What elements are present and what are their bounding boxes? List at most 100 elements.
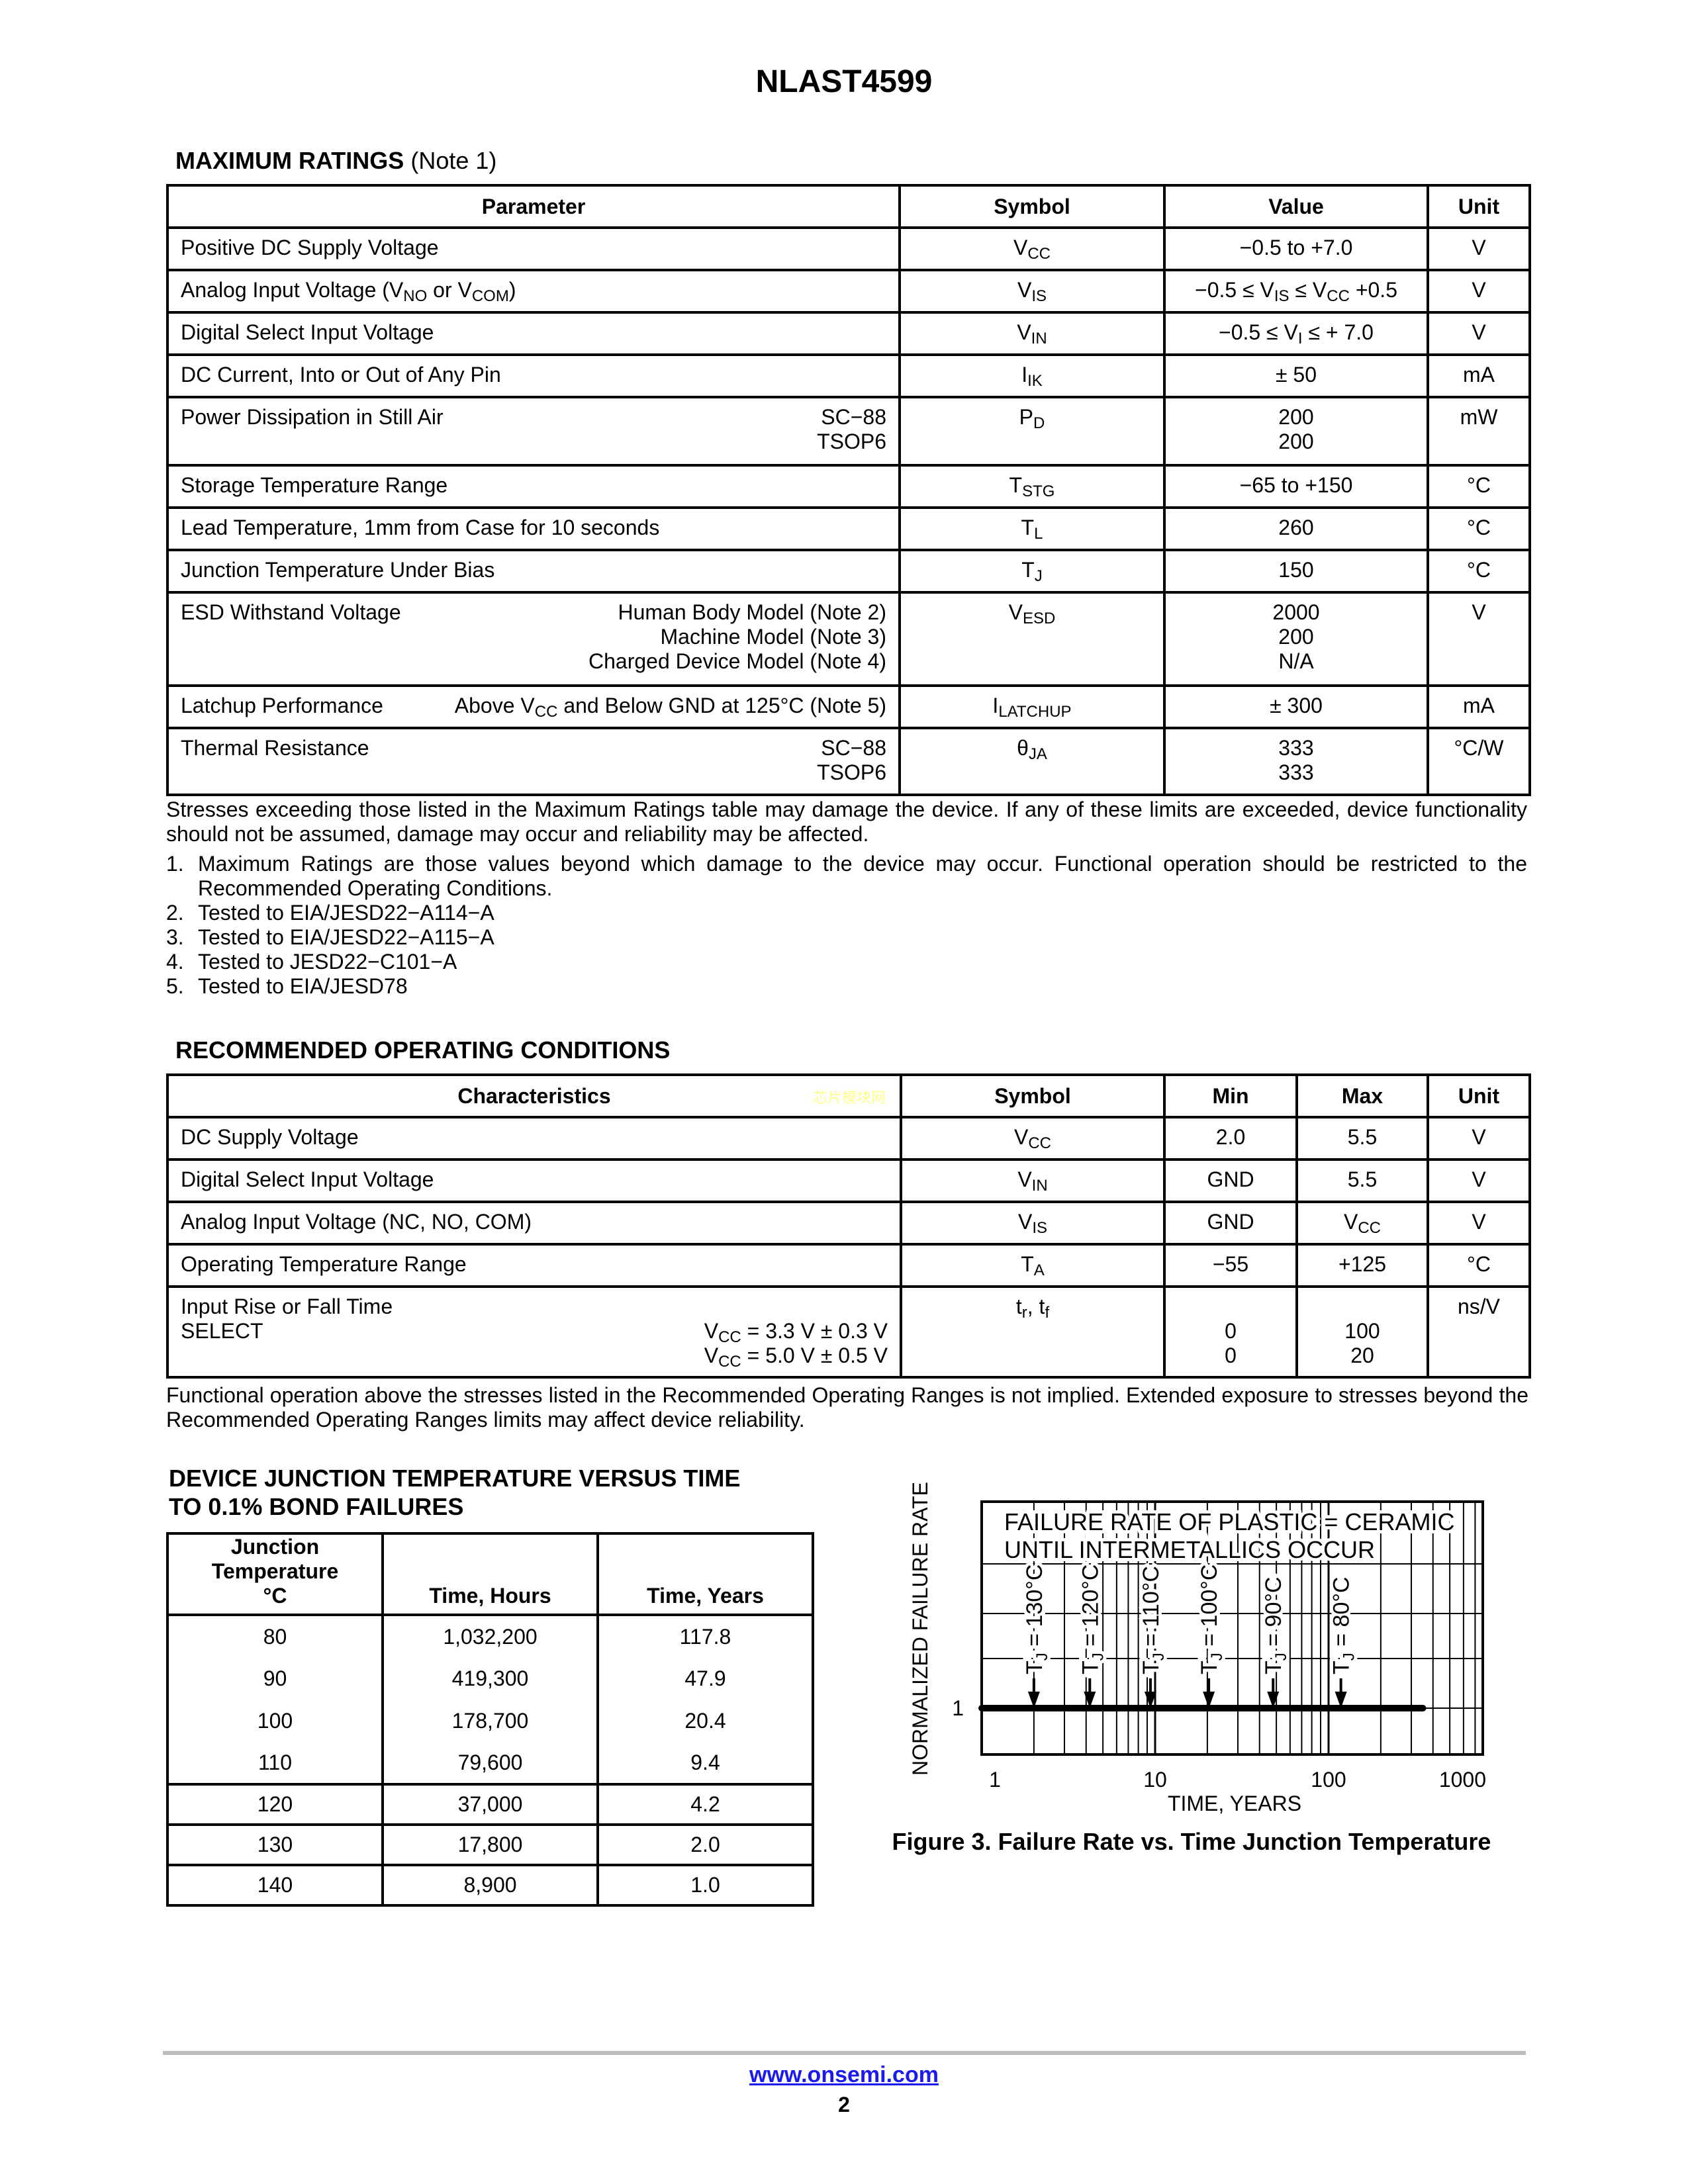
document-title: NLAST4599 [755, 64, 933, 99]
value-cell: 200 200 [1163, 396, 1429, 467]
years-cell: 117.8 [596, 1615, 814, 1657]
y-tick-label: 1 [952, 1696, 964, 1720]
min-cell: GND [1163, 1201, 1298, 1246]
value-cell: 333 333 [1163, 727, 1429, 796]
watermark: 芯片模块网 [813, 1089, 886, 1106]
max-ratings-table: Parameter Symbol Value Unit Positive DC Sup… [166, 184, 1531, 796]
symbol-wrap: VIS [913, 271, 1151, 304]
note-number: 2. [166, 901, 184, 925]
characteristic-name: Operating Temperature Range [181, 1252, 467, 1276]
unit: V [1472, 236, 1486, 259]
symbol-wrap: VCC [913, 229, 1151, 262]
characteristic-cell: Digital Select Input Voltage [166, 1158, 902, 1203]
symbol: IIK [1021, 363, 1043, 390]
table-row: 90 419,300 47.9 [166, 1657, 814, 1700]
symbol-cell: VIN [900, 1158, 1166, 1203]
cell-value: 120 [257, 1792, 293, 1816]
value-cell: −65 to +150 [1163, 464, 1429, 509]
characteristic-names: Analog Input Voltage (NC, NO, COM) [181, 1210, 532, 1234]
note-item: 4. Tested to JESD22−C101−A [166, 950, 1527, 974]
unit: V [1472, 278, 1486, 302]
unit-cell: mA [1427, 684, 1531, 729]
hours-cell: 419,300 [381, 1657, 599, 1700]
table-row: Positive DC Supply Voltage VCC −0.5 to +7.… [166, 226, 1531, 271]
table-row: 130 17,800 2.0 [166, 1823, 814, 1865]
condition-line: TSOP6 [817, 760, 886, 784]
cell-value: 2.0 [690, 1833, 720, 1856]
value-cell: −0.5 ≤ VI ≤ + 7.0 [1163, 311, 1429, 356]
symbol-wrap: VESD [913, 594, 1151, 627]
cell-value: 1.0 [690, 1873, 720, 1897]
unit-cell: V [1427, 1158, 1531, 1203]
value-line: −0.5 ≤ VIS ≤ VCC +0.5 [1195, 278, 1397, 305]
marker-arrowhead-icon [1084, 1692, 1096, 1708]
characteristic-names: Operating Temperature Range [181, 1252, 467, 1277]
condition-line: VCC = 3.3 V ± 0.3 V [704, 1319, 888, 1346]
website-link[interactable]: www.onsemi.com [749, 2062, 939, 2087]
value-line: 200 [1278, 625, 1314, 649]
parameter-name: DC Current, Into or Out of Any Pin [181, 363, 501, 387]
symbol-cell: VIS [898, 269, 1166, 314]
marker-label: TJ = 90°C [1261, 1577, 1290, 1675]
value-wrap: −0.5 to +7.0 [1178, 229, 1415, 260]
characteristic-content: Analog Input Voltage (NC, NO, COM) [181, 1203, 888, 1234]
max-value: VCC [1343, 1210, 1381, 1237]
temperature-cell: 110 [166, 1742, 384, 1784]
parameter-cell: Digital Select Input Voltage [166, 311, 901, 356]
unit-wrap: °C [1441, 467, 1517, 498]
table-row: 120 37,000 4.2 [166, 1783, 814, 1825]
condition-line: Charged Device Model (Note 4) [588, 649, 886, 673]
parameter-name: Latchup Performance [181, 694, 383, 717]
max-wrap: 5.5 [1310, 1161, 1415, 1192]
max-cell: 5.5 [1295, 1158, 1429, 1203]
min-value: 2.0 [1215, 1125, 1246, 1149]
unit-wrap: ns/V [1441, 1288, 1517, 1319]
column-header: Value [1163, 184, 1429, 229]
unit: mW [1460, 405, 1498, 429]
symbol-wrap: TA [914, 1246, 1151, 1279]
hours-cell: 37,000 [381, 1783, 599, 1825]
temperature-cell: 90 [166, 1657, 384, 1700]
note-number: 1. [166, 852, 184, 876]
value-line: N/A [1278, 649, 1314, 673]
unit-cell: V [1427, 1116, 1531, 1161]
symbol: tr, tf [1015, 1295, 1050, 1322]
symbol-cell: tr, tf [900, 1285, 1166, 1379]
temperature-cell: 140 [166, 1864, 384, 1907]
parameter-name: ESD Withstand Voltage [181, 600, 401, 624]
unit: V [1472, 1210, 1486, 1234]
value-wrap: 260 [1178, 509, 1415, 540]
parameter-content: Digital Select Input Voltage [181, 314, 886, 345]
spacer [704, 1295, 888, 1319]
unit-wrap: V [1441, 271, 1517, 302]
value-line: 200 [1278, 430, 1314, 453]
max-value: 5.5 [1347, 1167, 1378, 1191]
figure-caption: Figure 3. Failure Rate vs. Time Junction… [892, 1828, 1491, 1855]
characteristic-name: SELECT [181, 1319, 263, 1343]
value-cell: 260 [1163, 506, 1429, 551]
value-wrap: 150 [1178, 551, 1415, 582]
max-cell: VCC [1295, 1201, 1429, 1246]
table-row: Latchup Performance Above VCC and Below G… [166, 684, 1531, 729]
table-row: Input Rise or Fall Time SELECT VCC = 3.3 V… [166, 1285, 1531, 1379]
value-cell: ± 50 [1163, 353, 1429, 398]
cell-value: 90 [263, 1666, 287, 1690]
parameter-content: DC Current, Into or Out of Any Pin [181, 356, 886, 387]
condition-line: TSOP6 [817, 430, 886, 453]
unit-cell: V [1427, 311, 1531, 356]
parameter-content: Analog Input Voltage (VNO or VCOM) [181, 271, 886, 304]
y-axis-label: NORMALIZED FAILURE RATE [908, 1482, 932, 1776]
parameter-cell: Thermal Resistance SC−88 TSOP6 [166, 727, 901, 796]
unit-wrap: V [1441, 1203, 1517, 1234]
characteristic-names: DC Supply Voltage [181, 1125, 359, 1150]
unit-cell: mA [1427, 353, 1531, 398]
annotation-text: UNTIL INTERMETALLICS OCCUR [1004, 1536, 1375, 1563]
note-item: 3. Tested to EIA/JESD22−A115−A [166, 925, 1527, 950]
symbol-wrap: θJA [913, 729, 1151, 762]
table-row: Junction Temperature Under Bias TJ 150 °C [166, 549, 1531, 594]
note-text: Tested to EIA/JESD22−A114−A [198, 901, 494, 925]
temperature-cell: 130 [166, 1823, 384, 1865]
cell-value: 110 [258, 1750, 292, 1774]
